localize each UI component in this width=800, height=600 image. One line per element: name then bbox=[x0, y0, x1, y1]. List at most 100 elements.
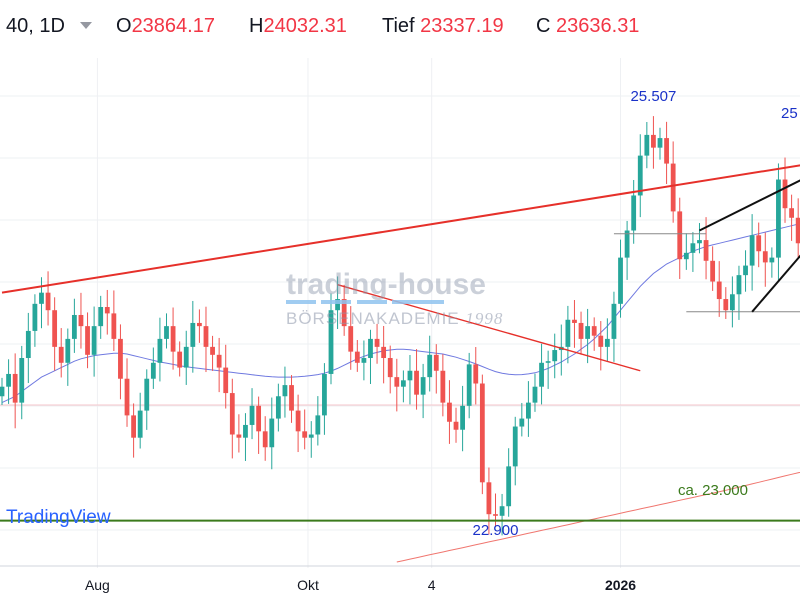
candle-body bbox=[677, 211, 683, 260]
candle-body bbox=[479, 383, 485, 483]
candle bbox=[407, 354, 413, 405]
candle bbox=[262, 416, 268, 461]
candle bbox=[210, 335, 215, 371]
candle-body bbox=[295, 410, 301, 432]
candle bbox=[104, 289, 110, 335]
candle bbox=[91, 306, 97, 377]
candle bbox=[769, 247, 775, 278]
candle bbox=[269, 397, 275, 470]
candle-body bbox=[262, 431, 268, 448]
candle-body bbox=[743, 265, 748, 276]
candle-body bbox=[131, 415, 136, 438]
candle-body bbox=[71, 314, 77, 339]
candle-body bbox=[716, 281, 722, 300]
candle bbox=[624, 220, 630, 280]
candle bbox=[604, 318, 610, 362]
candle bbox=[308, 421, 314, 458]
chevron-down-icon[interactable] bbox=[80, 22, 92, 29]
candle-body bbox=[183, 346, 189, 368]
candle bbox=[512, 416, 518, 486]
candle-body bbox=[45, 292, 51, 311]
candle-body bbox=[637, 155, 643, 196]
candle bbox=[256, 396, 262, 454]
candle-body bbox=[591, 326, 597, 336]
candle bbox=[440, 354, 446, 417]
symbol-interval[interactable]: 40, 1D bbox=[6, 15, 65, 37]
candle bbox=[591, 317, 597, 351]
candle-body bbox=[486, 482, 492, 515]
candle bbox=[39, 277, 44, 329]
candle-body bbox=[223, 367, 229, 394]
candle-body bbox=[85, 326, 90, 355]
sma200-line bbox=[396, 471, 800, 563]
candle-body bbox=[12, 373, 18, 403]
annotation-label: ca. 23.000 bbox=[678, 482, 748, 499]
candle bbox=[295, 394, 301, 453]
candle-body bbox=[243, 424, 248, 438]
x-tick-label: 2026 bbox=[605, 577, 636, 593]
candle bbox=[697, 223, 702, 254]
candle bbox=[249, 388, 255, 440]
candle bbox=[670, 141, 676, 223]
candle-body bbox=[341, 299, 347, 327]
candle-body bbox=[453, 421, 459, 430]
annotation-label: 25.507 bbox=[630, 88, 676, 105]
candle-body bbox=[0, 386, 5, 397]
candle bbox=[45, 271, 51, 326]
candle bbox=[203, 306, 209, 373]
candle-body bbox=[203, 326, 209, 347]
candle-body bbox=[104, 307, 110, 314]
candle bbox=[466, 352, 472, 419]
candle-body bbox=[302, 431, 308, 438]
candle-body bbox=[466, 364, 472, 406]
candle bbox=[776, 163, 781, 282]
open-label: O bbox=[116, 15, 132, 37]
close-value: 23636.31 bbox=[556, 15, 640, 37]
legend-header: 40, 1D O23864.17 H24032.31 Tief 23337.19… bbox=[0, 0, 800, 58]
candle-body bbox=[565, 319, 571, 347]
candle bbox=[71, 298, 77, 353]
candle bbox=[387, 345, 393, 394]
candle-body bbox=[190, 322, 196, 347]
candle bbox=[197, 309, 202, 343]
candle-body bbox=[6, 373, 11, 387]
candle-body bbox=[427, 354, 433, 378]
candle bbox=[532, 373, 538, 412]
candle-body bbox=[308, 434, 314, 438]
candle-body bbox=[249, 405, 255, 425]
candle bbox=[328, 293, 334, 385]
candle bbox=[157, 317, 163, 382]
candle-body bbox=[670, 163, 676, 212]
candle-body bbox=[361, 358, 367, 363]
ohlc-high: H24032.31 bbox=[249, 14, 347, 38]
candle-body bbox=[585, 326, 591, 339]
candle-body bbox=[420, 377, 426, 395]
candle bbox=[565, 305, 571, 364]
candle-body bbox=[651, 134, 656, 148]
candle bbox=[236, 414, 242, 453]
candle-body bbox=[729, 294, 735, 311]
candle-body bbox=[769, 257, 775, 263]
candle-body bbox=[604, 338, 610, 347]
tradingview-logo[interactable]: TradingView bbox=[6, 507, 111, 528]
candle-body bbox=[683, 252, 689, 260]
candle bbox=[124, 358, 130, 427]
candle bbox=[756, 222, 762, 268]
candle-body bbox=[269, 418, 275, 448]
candle bbox=[144, 369, 150, 430]
candle bbox=[762, 232, 768, 287]
candle-body bbox=[275, 396, 281, 419]
candle bbox=[545, 350, 551, 389]
candle-body bbox=[315, 415, 321, 435]
candle bbox=[677, 197, 683, 279]
ohlc-open: O23864.17 bbox=[116, 14, 215, 38]
candle-body bbox=[631, 195, 637, 231]
annotation-label: 22.900 bbox=[473, 522, 519, 539]
candle bbox=[282, 366, 288, 418]
candle-body bbox=[598, 335, 604, 347]
candle bbox=[499, 493, 505, 536]
candle bbox=[25, 312, 31, 384]
candle-body bbox=[618, 257, 623, 304]
candle-body bbox=[229, 393, 235, 435]
